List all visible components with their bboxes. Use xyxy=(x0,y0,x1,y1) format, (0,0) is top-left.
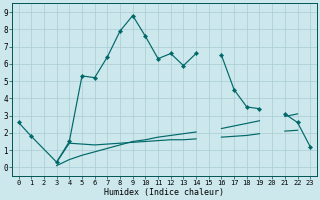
X-axis label: Humidex (Indice chaleur): Humidex (Indice chaleur) xyxy=(104,188,224,197)
